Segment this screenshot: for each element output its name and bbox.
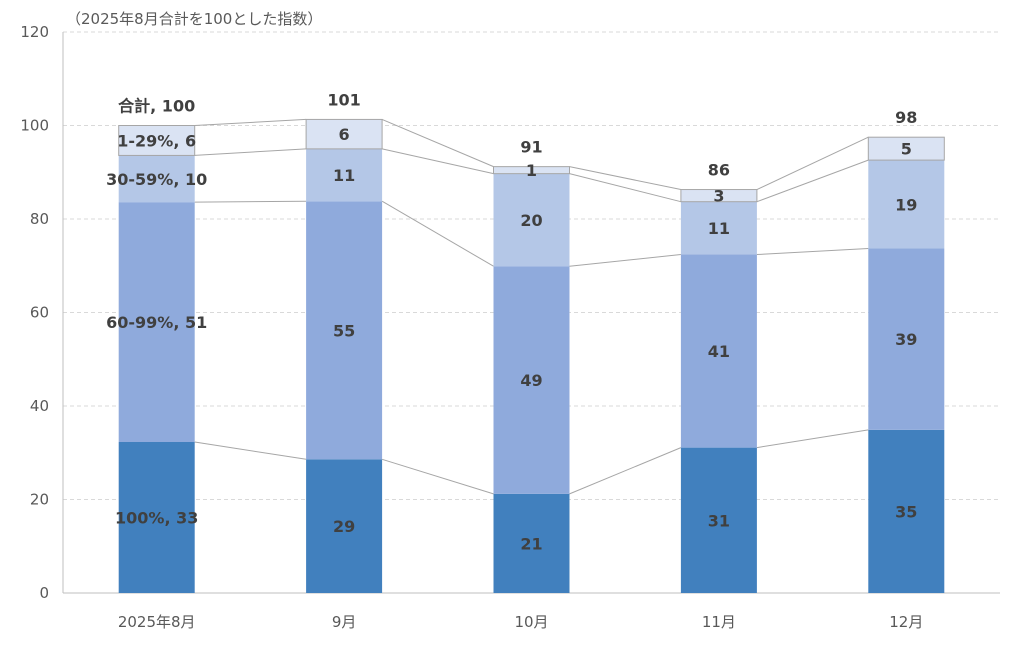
bar-segment bbox=[305, 118, 383, 150]
bar-segment bbox=[868, 248, 945, 430]
bar-segment bbox=[493, 173, 570, 267]
series-connector-line bbox=[569, 254, 681, 267]
bar-segment bbox=[680, 447, 757, 593]
x-tick-label: 9月 bbox=[332, 613, 357, 631]
data-label: 29 bbox=[333, 517, 355, 536]
data-label: 11 bbox=[708, 219, 730, 238]
y-tick-label: 120 bbox=[20, 23, 49, 41]
bar-segment bbox=[118, 125, 196, 156]
series-connector-line bbox=[756, 429, 869, 449]
series-connector-line bbox=[194, 118, 307, 126]
total-label: 101 bbox=[327, 90, 360, 109]
total-label: 91 bbox=[520, 138, 542, 157]
x-tick-label: 11月 bbox=[702, 613, 736, 631]
x-tick-label: 2025年8月 bbox=[118, 613, 196, 631]
data-label: 49 bbox=[520, 371, 542, 390]
data-label: 31 bbox=[708, 511, 730, 530]
series-connector-line bbox=[756, 136, 869, 191]
series-connector-line bbox=[194, 200, 307, 203]
data-label: 21 bbox=[520, 534, 542, 553]
bar-segment bbox=[680, 189, 758, 203]
y-tick-label: 100 bbox=[20, 117, 49, 135]
y-tick-label: 0 bbox=[39, 584, 49, 602]
series-connector-line bbox=[194, 148, 307, 156]
y-tick-label: 60 bbox=[30, 304, 49, 322]
bar-segment bbox=[493, 266, 570, 494]
total-label: 86 bbox=[708, 161, 730, 180]
bar-segment bbox=[306, 201, 383, 460]
data-label: 20 bbox=[520, 211, 542, 230]
data-label: 55 bbox=[333, 321, 355, 340]
data-label: 39 bbox=[895, 330, 917, 349]
bar-segment bbox=[867, 136, 945, 161]
bar-segment bbox=[118, 202, 195, 442]
data-label: 1-29%, 6 bbox=[117, 131, 196, 150]
bar-segment bbox=[306, 459, 383, 593]
data-label: 35 bbox=[895, 502, 917, 521]
data-label: 41 bbox=[708, 342, 730, 361]
series-connector-line bbox=[381, 458, 494, 495]
series-connector-line bbox=[756, 247, 869, 256]
series-connector-line bbox=[194, 441, 307, 460]
data-label: 1 bbox=[526, 161, 537, 180]
data-label: 19 bbox=[895, 195, 917, 214]
data-label: 6 bbox=[339, 125, 350, 144]
bar-segment bbox=[680, 254, 757, 448]
series-connector-line bbox=[381, 118, 494, 168]
data-label: 3 bbox=[713, 187, 724, 206]
bar-segment bbox=[118, 155, 195, 203]
y-tick-label: 20 bbox=[30, 491, 49, 509]
bar-segment bbox=[306, 148, 383, 202]
data-label: 11 bbox=[333, 166, 355, 185]
x-tick-label: 10月 bbox=[514, 613, 548, 631]
bar-segment bbox=[493, 166, 570, 175]
y-tick-label: 80 bbox=[30, 210, 49, 228]
bar-segment bbox=[680, 201, 757, 255]
total-label: 98 bbox=[895, 108, 917, 127]
unit-label: （2025年8月合計を100とした指数） bbox=[66, 10, 322, 28]
bar-segment bbox=[868, 429, 945, 593]
x-tick-label: 12月 bbox=[889, 613, 923, 631]
total-label: 合計, 100 bbox=[118, 97, 195, 116]
series-connector-line bbox=[569, 166, 682, 191]
y-tick-label: 40 bbox=[30, 397, 49, 415]
bar-segment bbox=[868, 160, 945, 249]
bar-segment bbox=[493, 493, 570, 593]
data-label: 5 bbox=[901, 140, 912, 159]
bar-segment bbox=[118, 441, 195, 593]
series-connector-line bbox=[569, 447, 682, 495]
series-connector-line bbox=[381, 148, 494, 175]
series-connector-line bbox=[756, 159, 869, 203]
series-connector-line bbox=[381, 200, 494, 267]
data-label: 60-99%, 51 bbox=[106, 313, 207, 332]
series-connector-line bbox=[569, 173, 682, 203]
data-label: 30-59%, 10 bbox=[106, 170, 207, 189]
data-label: 100%, 33 bbox=[115, 508, 198, 527]
